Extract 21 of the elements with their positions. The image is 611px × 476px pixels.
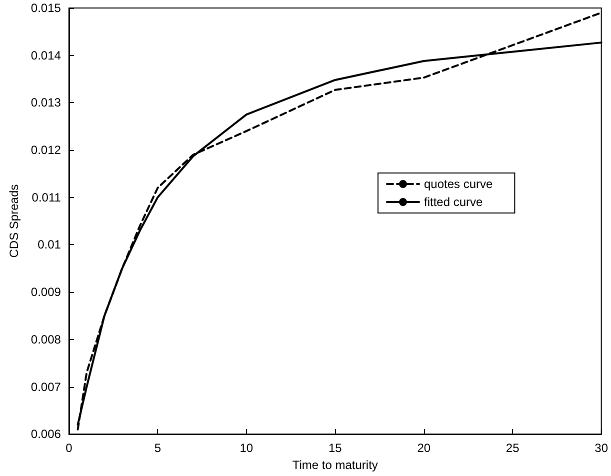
x-axis-title: Time to maturity (292, 458, 378, 472)
x-tick-label: 5 (154, 441, 162, 456)
y-tick-label: 0.007 (30, 380, 62, 394)
legend-label: quotes curve (424, 177, 494, 191)
x-tick-label: 15 (328, 441, 342, 456)
y-tick-label: 0.012 (30, 143, 62, 158)
y-tick-label: 0.014 (30, 48, 62, 62)
y-tick-label: 0.011 (32, 190, 62, 204)
y-tick-label: 0.008 (30, 332, 62, 346)
x-tick-label: 0 (66, 441, 73, 456)
y-tick-label: 0.015 (30, 1, 62, 15)
x-tick-label: 20 (417, 441, 431, 456)
y-axis-title: CDS Spreads (7, 184, 21, 258)
y-tick-label: 0.009 (30, 285, 62, 300)
x-tick-label: 10 (240, 441, 254, 456)
legend-label: fitted curve (424, 195, 484, 209)
x-tick-label: 25 (506, 441, 520, 456)
y-tick-label: 0.01 (38, 238, 62, 252)
y-tick-label: 0.006 (30, 427, 62, 442)
y-tick-label: 0.013 (30, 96, 62, 110)
x-tick-label: 30 (594, 441, 608, 456)
